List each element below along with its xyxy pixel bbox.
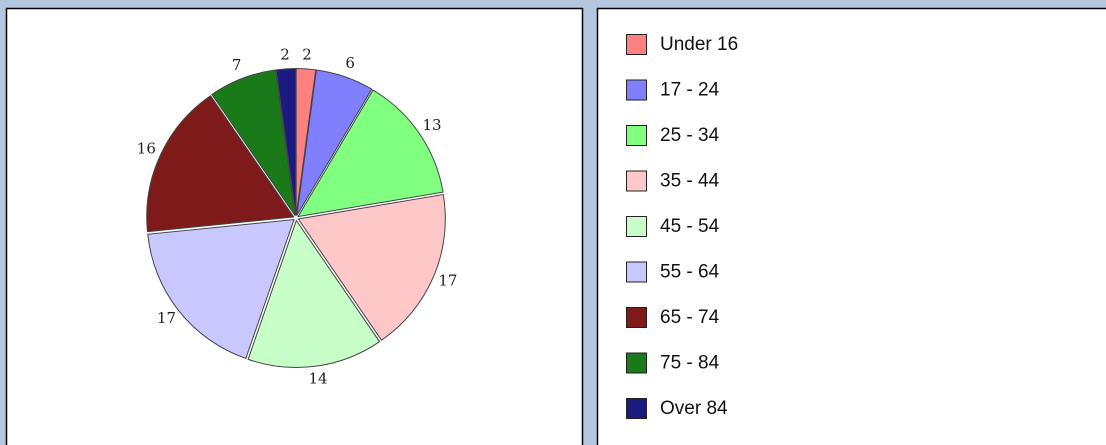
legend-swatch (626, 307, 647, 328)
legend-label: 35 - 44 (660, 171, 720, 192)
legend-label: 25 - 34 (660, 125, 720, 146)
pie-slice (297, 89, 444, 218)
legend-label: Over 84 (660, 398, 728, 419)
legend-panel (596, 7, 1106, 445)
pie-slice (147, 218, 295, 360)
legend-swatch (626, 352, 647, 374)
data-label: 6 (345, 54, 355, 72)
data-label: 17 (157, 309, 176, 327)
data-label: 7 (232, 56, 242, 74)
legend-swatch (626, 398, 647, 419)
legend-swatch (626, 34, 647, 55)
pie: 2 6 13 17 14 17 16 7 2 (137, 45, 458, 387)
legend-label: Under 16 (660, 34, 738, 55)
pie-slice (297, 193, 446, 341)
legend-swatch (626, 170, 647, 192)
data-label: 2 (280, 45, 290, 63)
pie-slice (296, 69, 373, 216)
pie-slice (275, 68, 297, 216)
data-label: 2 (302, 45, 312, 63)
legend-label: 65 - 74 (660, 307, 720, 328)
legend-swatch (626, 261, 647, 283)
legend-swatch (626, 216, 647, 237)
legend: Under 16 17 - 24 25 - 34 35 - 44 45 - 54 55 -… (626, 34, 738, 419)
legend-swatch (626, 79, 647, 101)
pie-slice (247, 219, 381, 368)
pie-slice (211, 69, 296, 216)
legend-label: 17 - 24 (660, 80, 720, 101)
data-label: 17 (438, 272, 457, 290)
data-label: 14 (308, 370, 327, 388)
pie-slice (146, 95, 295, 233)
legend-label: 55 - 64 (660, 262, 720, 283)
legend-label: 45 - 54 (660, 216, 720, 237)
data-label: 16 (137, 139, 156, 157)
data-label: 13 (422, 116, 441, 134)
legend-swatch (626, 125, 647, 146)
legend-label: 75 - 84 (660, 353, 720, 374)
